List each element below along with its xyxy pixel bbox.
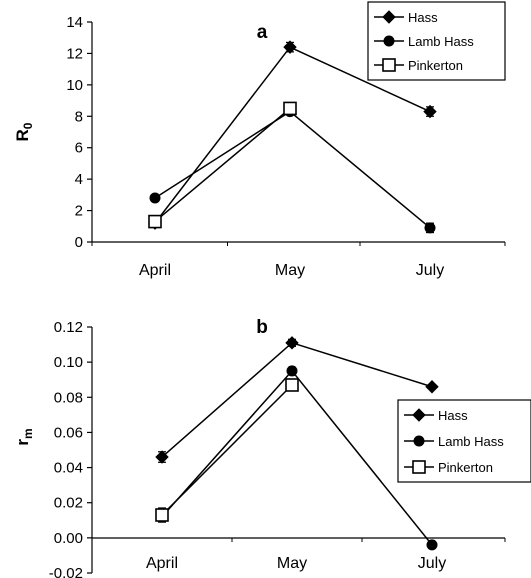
- y-tick-label: 10: [66, 77, 83, 94]
- panel-letter: a: [257, 22, 268, 43]
- data-point: [286, 365, 298, 377]
- legend-marker: [383, 35, 395, 47]
- data-point: [148, 214, 162, 229]
- legend-marker: [382, 10, 396, 24]
- x-tick-label: April: [146, 555, 178, 572]
- legend-marker: [412, 408, 426, 422]
- data-point: [149, 192, 161, 204]
- y-tick-label: 4: [75, 171, 83, 188]
- y-tick-label: 0.12: [54, 319, 83, 336]
- data-point: [283, 101, 297, 116]
- data-point: [285, 378, 299, 392]
- data-point: [424, 222, 436, 234]
- y-axis-label-main: r: [13, 439, 32, 446]
- legend-label: Lamb Hass: [438, 434, 504, 449]
- legend-marker: [413, 435, 425, 447]
- legend-label: Pinkerton: [408, 58, 463, 73]
- legend-label: Hass: [438, 408, 468, 423]
- x-tick-label: May: [275, 262, 305, 279]
- legend: Hass Lamb Hass Pinkerton: [397, 399, 531, 483]
- panel-b: -0.02 0.00 0.02 0.04 0.06 0.08 0.10 0.12 April Ma…: [13, 317, 531, 578]
- legend-label: Pinkerton: [438, 460, 493, 475]
- data-point: [283, 40, 297, 54]
- data-point: [426, 539, 438, 551]
- legend-marker: [412, 460, 426, 474]
- legend-label: Lamb Hass: [408, 34, 474, 49]
- data-point: [155, 508, 169, 522]
- panel-letter: b: [256, 317, 268, 338]
- series-line-0: [161, 341, 433, 458]
- y-axis-label: rm: [13, 428, 35, 445]
- data-point: [423, 104, 437, 119]
- x-tick-label: May: [277, 555, 307, 572]
- legend-label: Hass: [408, 10, 438, 25]
- y-tick-label: 2: [75, 203, 83, 220]
- y-tick-label: 0.08: [54, 389, 83, 406]
- series-line-2: [161, 384, 293, 516]
- y-axis-label-subscript: m: [21, 428, 35, 439]
- series-line-2: [154, 107, 291, 223]
- y-tick-label: 0.02: [54, 495, 83, 512]
- y-axis-label-main: R: [13, 129, 32, 141]
- y-tick-label: 8: [75, 108, 83, 125]
- x-tick-label: July: [418, 555, 446, 572]
- y-tick-label: 6: [75, 140, 83, 157]
- y-tick-label: 0: [75, 234, 83, 251]
- legend: Hass Lamb Hass Pinkerton: [367, 1, 506, 81]
- y-tick-label: 0.00: [54, 530, 83, 547]
- y-tick-label: 14: [66, 14, 83, 31]
- data-point: [285, 336, 299, 350]
- y-tick-label: 0.04: [54, 460, 83, 477]
- legend-marker: [382, 58, 396, 72]
- y-axis-label-subscript: 0: [21, 122, 35, 129]
- y-tick-label: 12: [66, 45, 83, 62]
- data-point: [425, 380, 439, 394]
- x-tick-label: April: [139, 262, 171, 279]
- y-tick-label: 0.06: [54, 424, 83, 441]
- data-point: [155, 450, 169, 464]
- y-tick-label: -0.02: [49, 565, 83, 578]
- y-tick-label: 0.10: [54, 354, 83, 371]
- y-axis-label: R0: [13, 122, 35, 141]
- series-line-1: [161, 369, 433, 546]
- x-tick-label: July: [416, 262, 444, 279]
